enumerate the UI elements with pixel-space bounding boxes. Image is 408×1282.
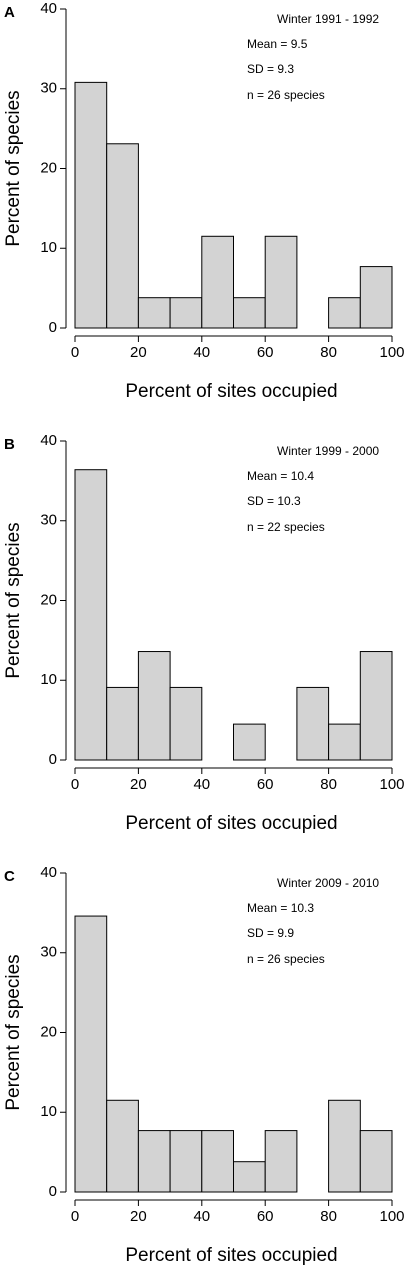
x-tick-label: 20 bbox=[130, 1208, 147, 1225]
bar bbox=[328, 1099, 361, 1193]
x-tick-label: 80 bbox=[320, 776, 337, 793]
y-tick-label: 0 bbox=[49, 751, 57, 768]
annotation: Mean = 10.4 bbox=[247, 469, 314, 483]
bar bbox=[137, 651, 171, 761]
x-tick-label: 20 bbox=[130, 776, 147, 793]
bar bbox=[74, 469, 108, 761]
bar bbox=[233, 1161, 266, 1193]
bar bbox=[359, 1130, 393, 1193]
bar bbox=[106, 686, 139, 761]
bar bbox=[233, 297, 266, 329]
bar bbox=[169, 686, 203, 761]
y-tick-label: 10 bbox=[40, 239, 57, 256]
annotation: Mean = 10.3 bbox=[247, 901, 314, 915]
x-axis-label: Percent of sites occupied bbox=[125, 1245, 337, 1266]
x-tick-label: 60 bbox=[257, 776, 274, 793]
y-tick-label: 0 bbox=[49, 1183, 57, 1200]
annotation: Mean = 9.5 bbox=[247, 37, 308, 51]
y-axis-label: Percent of species bbox=[3, 522, 24, 678]
x-tick-label: 100 bbox=[379, 1208, 404, 1225]
bar bbox=[169, 1130, 203, 1193]
annotation: n = 26 species bbox=[247, 88, 325, 102]
bar bbox=[74, 915, 108, 1193]
y-tick-label: 40 bbox=[40, 0, 57, 17]
y-tick-label: 40 bbox=[40, 432, 57, 449]
x-tick-label: 60 bbox=[257, 1208, 274, 1225]
x-tick-label: 40 bbox=[193, 1208, 210, 1225]
annotation: Winter 1991 - 1992 bbox=[277, 12, 379, 26]
x-tick-label: 40 bbox=[193, 344, 210, 361]
y-tick-label: 20 bbox=[40, 591, 57, 608]
x-axis-label: Percent of sites occupied bbox=[125, 813, 337, 834]
panel-label: B bbox=[4, 436, 15, 453]
panel-label: A bbox=[4, 4, 15, 21]
y-tick-label: 20 bbox=[40, 159, 57, 176]
y-tick-label: 40 bbox=[40, 864, 57, 881]
annotation: Winter 1999 - 2000 bbox=[277, 444, 379, 458]
bar bbox=[137, 297, 171, 329]
y-tick-label: 30 bbox=[40, 512, 57, 529]
annotation: Winter 2009 - 2010 bbox=[277, 876, 379, 890]
bar bbox=[106, 143, 139, 329]
x-axis-label: Percent of sites occupied bbox=[125, 381, 337, 402]
bar bbox=[137, 1130, 171, 1193]
y-tick-label: 30 bbox=[40, 944, 57, 961]
annotation: SD = 9.9 bbox=[247, 926, 294, 940]
y-tick-label: 10 bbox=[40, 671, 57, 688]
x-tick-label: 60 bbox=[257, 344, 274, 361]
annotation: n = 26 species bbox=[247, 952, 325, 966]
bar bbox=[201, 235, 235, 329]
x-tick-label: 80 bbox=[320, 344, 337, 361]
x-tick-label: 20 bbox=[130, 344, 147, 361]
x-tick-label: 0 bbox=[71, 344, 79, 361]
bar bbox=[328, 723, 361, 761]
bar bbox=[74, 81, 108, 329]
bar bbox=[169, 297, 203, 329]
x-tick-label: 100 bbox=[379, 344, 404, 361]
x-tick-label: 0 bbox=[71, 776, 79, 793]
bar bbox=[328, 297, 361, 329]
bar bbox=[359, 651, 393, 761]
y-tick-label: 20 bbox=[40, 1023, 57, 1040]
annotation: n = 22 species bbox=[247, 520, 325, 534]
bar bbox=[359, 266, 393, 329]
x-tick-label: 100 bbox=[379, 776, 404, 793]
y-tick-label: 10 bbox=[40, 1103, 57, 1120]
x-tick-label: 0 bbox=[71, 1208, 79, 1225]
bar bbox=[296, 686, 330, 761]
bar bbox=[264, 1130, 298, 1193]
x-tick-label: 80 bbox=[320, 1208, 337, 1225]
y-axis-label: Percent of species bbox=[3, 90, 24, 246]
bar bbox=[233, 723, 266, 761]
annotation: SD = 10.3 bbox=[247, 494, 301, 508]
y-axis-label: Percent of species bbox=[3, 954, 24, 1110]
panel-label: C bbox=[4, 868, 15, 885]
x-tick-label: 40 bbox=[193, 776, 210, 793]
y-tick-label: 0 bbox=[49, 319, 57, 336]
y-tick-label: 30 bbox=[40, 80, 57, 97]
bar bbox=[264, 235, 298, 329]
bar bbox=[201, 1130, 235, 1193]
annotation: SD = 9.3 bbox=[247, 62, 294, 76]
bar bbox=[106, 1099, 139, 1193]
